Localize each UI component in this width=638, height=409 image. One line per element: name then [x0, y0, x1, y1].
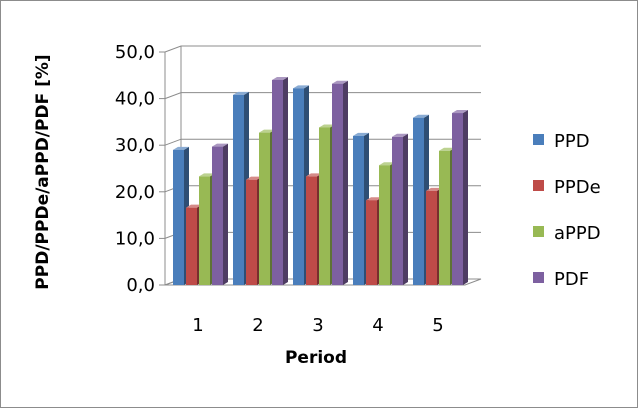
bar-front [366, 200, 377, 285]
bar-top [233, 91, 249, 95]
y-tick-label: 20,0 [115, 182, 155, 203]
bar-front [392, 136, 403, 285]
bar [332, 80, 348, 285]
bar-side [343, 80, 348, 285]
y-tick-labels: 0,0 10,0 20,0 30,0 40,0 50,0 [115, 42, 155, 296]
bar-top [439, 147, 455, 151]
bar-front [353, 135, 364, 285]
x-tick-label: 2 [252, 315, 263, 336]
x-axis-title: Period [285, 348, 347, 368]
bar [272, 76, 288, 286]
x-tick-label: 3 [312, 315, 323, 336]
y-tick-label: 50,0 [115, 42, 155, 63]
bar-front [173, 149, 184, 285]
bar [392, 133, 408, 285]
y-axis-title: PPD/PPDe/aPPD/PDF [%] [33, 54, 53, 289]
legend-item: PDF [533, 269, 589, 290]
gridline [164, 45, 481, 53]
bar-top [212, 143, 228, 147]
bar-top [392, 133, 408, 137]
bar-front [426, 190, 437, 285]
bar-front [439, 150, 450, 285]
bar-front [306, 176, 317, 285]
bar-top [259, 129, 275, 133]
bar-front [452, 113, 463, 286]
legend-swatch [533, 272, 544, 283]
bar-front [212, 146, 223, 285]
bar-top [452, 110, 468, 114]
gridline [164, 138, 481, 146]
bar-front [379, 165, 390, 285]
legend-item: PPD [533, 131, 590, 152]
legend-item: aPPD [533, 223, 601, 244]
legend-label: PDF [554, 269, 589, 290]
x-tick-label: 5 [432, 315, 443, 336]
bar-top [272, 76, 288, 80]
bar-top [332, 80, 348, 84]
x-tick-labels: 1 2 3 4 5 [192, 315, 443, 336]
bar [452, 110, 468, 286]
legend: PPD PPDe aPPD PDF [533, 131, 601, 290]
bar-front [332, 83, 343, 285]
bars [173, 76, 468, 286]
bar-side [223, 143, 228, 285]
bar-front [293, 88, 304, 286]
bar-front [233, 94, 244, 285]
bar-top [246, 176, 262, 180]
legend-swatch [533, 134, 544, 145]
bar-top [353, 132, 369, 136]
legend-label: PPDe [554, 177, 601, 198]
legend-label: PPD [554, 131, 590, 152]
bar-front [259, 132, 270, 285]
y-tick-label: 40,0 [115, 89, 155, 110]
bar-side [463, 110, 468, 286]
y-tick-label: 0,0 [126, 275, 155, 296]
legend-swatch [533, 226, 544, 237]
bar-front [272, 79, 283, 286]
bar-top [413, 114, 429, 118]
bar-top [379, 162, 395, 166]
legend-swatch [533, 180, 544, 191]
bar-front [413, 117, 424, 286]
bar-top [293, 85, 309, 89]
y-tick-label: 10,0 [115, 228, 155, 249]
bar-top [173, 146, 189, 150]
bar-top [186, 204, 202, 208]
gridline [164, 92, 481, 100]
y-tick-label: 30,0 [115, 135, 155, 156]
bar-top [426, 187, 442, 191]
bar-front [186, 207, 197, 285]
bar [212, 143, 228, 285]
legend-item: PPDe [533, 177, 601, 198]
bar-top [366, 197, 382, 201]
bar-side [403, 133, 408, 285]
bar-top [199, 173, 215, 177]
bar-front [246, 179, 257, 285]
x-tick-label: 1 [192, 315, 203, 336]
legend-label: aPPD [554, 223, 601, 244]
x-tick-label: 4 [372, 315, 383, 336]
bar-top [319, 124, 335, 128]
bar-front [199, 176, 210, 285]
bar-front [319, 127, 330, 285]
bar-top [306, 173, 322, 177]
bar-side [283, 76, 288, 286]
